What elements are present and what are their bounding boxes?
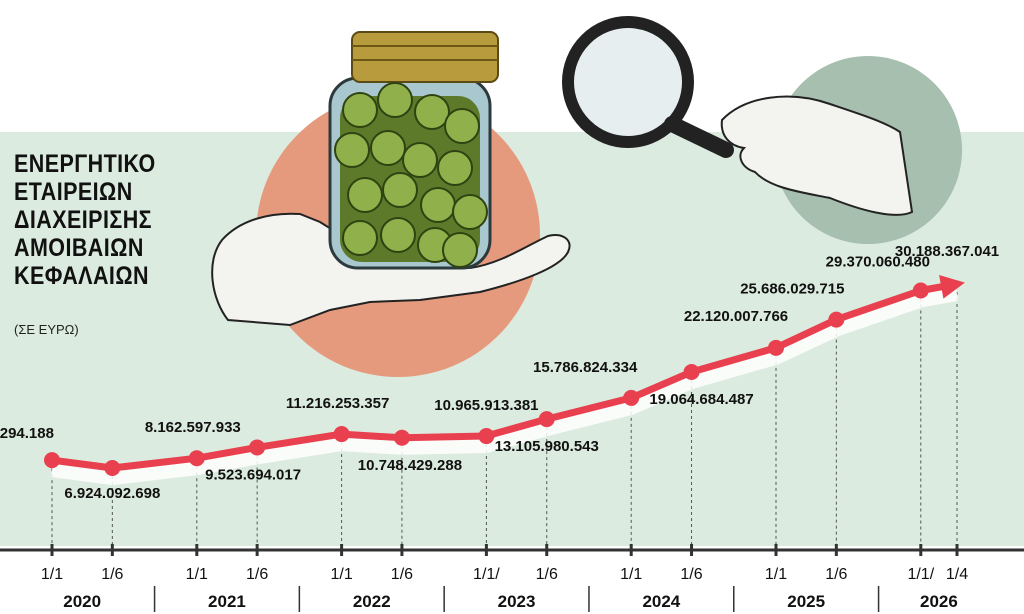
coin	[370, 130, 406, 166]
series-arrowhead	[939, 275, 965, 299]
data-label: 13.105.980.543	[495, 438, 599, 455]
series-line-glow	[51, 287, 959, 485]
year-label: 2023	[498, 592, 536, 611]
data-point	[249, 439, 266, 456]
year-label: 2024	[642, 592, 680, 611]
lens-handle	[664, 116, 734, 158]
data-point	[478, 428, 495, 445]
coin	[342, 220, 378, 256]
coin	[342, 92, 378, 128]
coin	[420, 187, 456, 223]
data-point	[828, 311, 845, 328]
data-label: 11.216.253.357	[286, 395, 389, 412]
dashed-drop-lines	[51, 292, 958, 546]
data-point	[683, 363, 700, 380]
year-label: 2020	[63, 592, 101, 611]
hand-with-magnifier	[720, 95, 914, 216]
data-label: 22.120.007.766	[684, 308, 788, 325]
x-tick-label: 1/6	[680, 566, 702, 583]
x-tick-label: 1/6	[391, 566, 413, 583]
coin	[437, 150, 473, 186]
data-label: 29.370.060.480	[826, 253, 930, 270]
coin	[382, 172, 418, 208]
x-tick-label: 1/6	[825, 566, 847, 583]
data-labels: 7.917.294.188 6.924.092.698 8.162.597.933 9…	[0, 243, 999, 502]
data-point	[912, 282, 929, 299]
x-tick-label: 1/1	[41, 566, 63, 583]
data-label: 19.064.684.487	[649, 391, 753, 408]
x-tick-label: 1/1	[186, 566, 208, 583]
year-label: 2022	[353, 592, 391, 611]
data-label: 10.748.429.288	[358, 457, 462, 474]
data-label: 25.686.029.715	[740, 281, 844, 298]
coins-in-jar	[334, 82, 488, 268]
title-line: ΕΤΑΙΡΕΙΩΝ	[14, 178, 133, 206]
x-tick-label: 1/6	[101, 566, 123, 583]
lens	[562, 16, 694, 148]
data-point	[44, 452, 60, 469]
coin	[377, 82, 413, 118]
coin	[347, 177, 383, 213]
year-label: 2026	[920, 592, 958, 611]
data-point	[333, 426, 350, 443]
year-separators	[153, 586, 880, 612]
data-points	[44, 282, 929, 476]
title-line: ΚΕΦΑΛΑΙΩΝ	[14, 262, 149, 290]
data-label: 6.924.092.698	[64, 485, 160, 502]
x-tick-labels: 1/1 1/6 1/1 1/6 1/1 1/6 1/1/1/6 1/1 1/6 1/1 1/6 1/1…	[41, 566, 968, 583]
x-tick-marks	[50, 544, 959, 556]
x-tick-label: 1/1	[765, 566, 787, 583]
coin	[402, 142, 438, 178]
title-line: ΑΜΟΙΒΑΙΩΝ	[14, 234, 144, 262]
year-label: 2025	[787, 592, 825, 611]
data-point	[104, 460, 121, 476]
x-tick-label: 1/6	[246, 566, 268, 583]
x-tick-label: 1/1/	[907, 566, 934, 583]
data-label: 8.162.597.933	[145, 419, 241, 436]
data-point	[188, 450, 205, 467]
magnifying-glass-illustration	[562, 16, 914, 216]
x-tick-label: 1/1	[330, 566, 352, 583]
x-tick-label: 1/6	[536, 566, 558, 583]
data-point	[768, 339, 784, 356]
coin	[334, 132, 370, 168]
year-labels: 2020 2021 2022 2023 2024 2025 2026	[63, 592, 958, 611]
data-label: 9.523.694.017	[205, 466, 301, 483]
coin	[442, 232, 478, 268]
data-label: 10.965.913.381	[434, 397, 538, 414]
data-label: 15.786.824.334	[533, 359, 638, 376]
coin	[380, 217, 416, 253]
x-tick-label: 1/1	[620, 566, 642, 583]
coin	[444, 108, 480, 144]
x-tick-label: 1/1/	[473, 566, 500, 583]
series-line-layer	[48, 275, 965, 485]
title-line: ΔΙΑΧΕΙΡΙΣΗΣ	[14, 206, 152, 234]
coin	[452, 194, 488, 230]
series-line	[48, 280, 961, 472]
year-label: 2021	[208, 592, 246, 611]
chart-title: ΕΝΕΡΓΗΤΙΚΟ ΕΤΑΙΡΕΙΩΝ ΔΙΑΧΕΙΡΙΣΗΣ ΑΜΟΙΒΑΙ…	[14, 150, 220, 290]
data-point	[393, 429, 410, 446]
coin	[414, 94, 450, 130]
x-tick-label: 1/4	[946, 566, 968, 583]
data-label: 7.917.294.188	[0, 425, 54, 442]
data-point	[623, 389, 640, 406]
data-label: 30.188.367.041	[895, 243, 999, 260]
chart-subtitle: (ΣΕ ΕΥΡΩ)	[14, 322, 79, 337]
data-point	[538, 411, 555, 428]
jar-lid	[351, 31, 499, 83]
title-line: ΕΝΕΡΓΗΤΙΚΟ	[14, 150, 156, 178]
